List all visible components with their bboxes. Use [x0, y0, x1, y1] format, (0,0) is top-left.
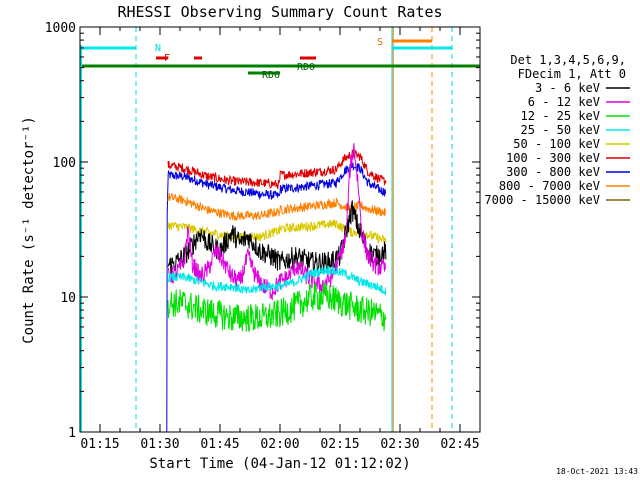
state-bars — [80, 39, 480, 432]
x-tick-label: 02:15 — [320, 437, 359, 452]
y-tick-label: 10 — [60, 291, 76, 306]
legend-label-100-300-kev: 100 - 300 keV — [506, 151, 600, 165]
series-line-6-12-kev — [167, 143, 386, 301]
legend-label-800-7000-kev: 800 - 7000 keV — [499, 179, 600, 193]
series-layer — [166, 143, 387, 433]
axes: 01:15 01:30 01:45 02:00 02:15 02:30 02:45 1 10 10… — [45, 21, 481, 452]
y-tick-label: 100 — [53, 156, 76, 171]
series-line-12-25-kev — [167, 282, 387, 333]
y-tick-label: 1 — [68, 426, 76, 441]
x-tick-label: 02:00 — [260, 437, 299, 452]
saa-label: S — [377, 37, 383, 48]
vertical-markers — [135, 27, 453, 432]
series-line-25-50-kev — [167, 265, 387, 296]
legend-label-25-50-kev: 25 - 50 keV — [521, 123, 600, 137]
rd6-label: RD6 — [262, 70, 280, 81]
x-tick-label: 02:30 — [380, 437, 419, 452]
x-axis-label: Start Time (04-Jan-12 01:12:02) — [149, 456, 410, 472]
x-tick-label: 01:45 — [200, 437, 239, 452]
series-line-800-7000-kev — [167, 192, 387, 222]
legend-header-line2: FDecim 1, Att 0 — [518, 67, 626, 81]
legend-label-50-100-kev: 50 - 100 keV — [513, 137, 600, 151]
legend-label-6-12-kev: 6 - 12 keV — [528, 95, 600, 109]
timestamp: 18-Oct-2021 13:43 — [556, 467, 638, 476]
x-tick-label: 02:45 — [440, 437, 479, 452]
night-label: N — [155, 43, 161, 54]
x-tick-label: 01:30 — [140, 437, 179, 452]
legend-label-300-800-kev: 300 - 800 keV — [506, 165, 600, 179]
series-line-100-300-kev — [167, 148, 387, 190]
legend-label-12-25-kev: 12 - 25 keV — [521, 109, 600, 123]
legend-label-3-6-kev: 3 - 6 keV — [535, 81, 600, 95]
y-tick-label: 1000 — [45, 21, 76, 36]
flare-label: F — [164, 53, 170, 64]
chart-title: RHESSI Observing Summary Count Rates — [117, 3, 442, 21]
legend-label-7000-15000-kev: 7000 - 15000 keV — [484, 193, 600, 207]
x-tick-label: 01:15 — [80, 437, 119, 452]
series-line-3-6-kev — [167, 200, 387, 275]
legend-header-line1: Det 1,3,4,5,6,9, — [510, 53, 626, 67]
rd0-label: RD0 — [297, 62, 315, 73]
y-axis-label: Count Rate (s⁻¹ detector⁻¹) — [21, 116, 37, 344]
